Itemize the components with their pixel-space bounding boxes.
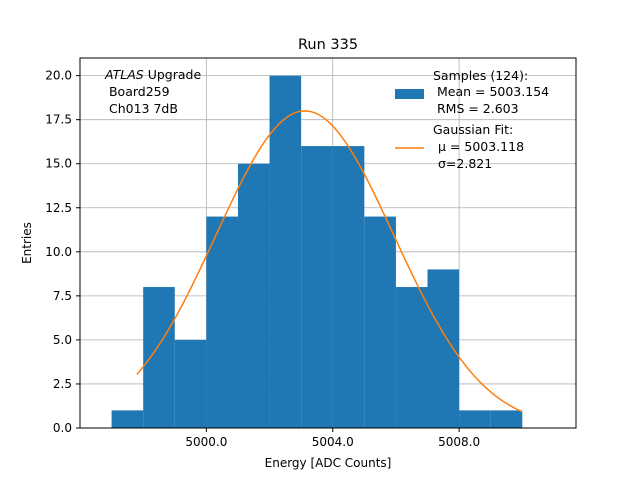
y-axis-ticks: 0.0 2.5 5.0 7.5 10.0 12.5 15.0 17.5 20.0 [45, 69, 80, 435]
y-axis-label: Entries [20, 222, 34, 264]
y-tick-label: 20.0 [45, 69, 72, 83]
legend-fit-title: Gaussian Fit: [433, 122, 513, 137]
y-tick-label: 2.5 [53, 377, 72, 391]
x-tick-label: 5008.0 [438, 435, 480, 449]
histogram-bar [364, 216, 396, 428]
y-tick-label: 17.5 [45, 113, 72, 127]
histogram-bar [206, 216, 238, 428]
histogram-bar [490, 410, 523, 428]
annotation-atlas: ATLAS [104, 67, 144, 82]
gaussian-fit-curve [136, 110, 523, 413]
y-tick-label: 10.0 [45, 245, 72, 259]
histogram-bar [237, 163, 270, 428]
x-axis-ticks: 5000.0 5004.0 5008.0 [185, 428, 480, 449]
histogram-bar [459, 410, 491, 428]
plot-frame [79, 57, 577, 429]
annotation-upgrade: Upgrade [144, 67, 202, 82]
legend-fit-mu: μ = 5003.118 [438, 139, 524, 154]
histogram-bar [332, 146, 365, 428]
y-tick-label: 0.0 [53, 421, 72, 435]
legend-samples-swatch [395, 89, 424, 99]
legend-samples-title: Samples (124): [433, 68, 528, 83]
annotation-line-2: Board259 [105, 84, 170, 99]
y-tick-label: 5.0 [53, 333, 72, 347]
histogram-bar [427, 269, 460, 428]
histogram-bar [111, 410, 144, 428]
histogram-bars [111, 75, 523, 428]
atlas-annotation: ATLAS Upgrade Board259 Ch013 7dB [104, 67, 201, 116]
legend-fit-sigma: σ=2.821 [438, 156, 492, 171]
annotation-line-3: Ch013 7dB [105, 101, 178, 116]
histogram-bar [395, 287, 428, 428]
y-tick-label: 15.0 [45, 157, 72, 171]
x-axis-label: Energy [ADC Counts] [265, 456, 392, 470]
histogram-bar [174, 339, 207, 428]
histogram-bar [143, 287, 175, 428]
y-tick-label: 12.5 [45, 201, 72, 215]
x-tick-label: 5004.0 [312, 435, 354, 449]
x-tick-label: 5000.0 [185, 435, 227, 449]
legend-samples-rms: RMS = 2.603 [433, 101, 519, 116]
legend: Samples (124): Mean = 5003.154 RMS = 2.6… [395, 68, 549, 171]
chart-title: Run 335 [298, 37, 358, 53]
histogram-bar [269, 75, 302, 428]
histogram-bar [301, 146, 333, 428]
y-tick-label: 7.5 [53, 289, 72, 303]
legend-samples-mean: Mean = 5003.154 [433, 84, 549, 99]
annotation-line-1: ATLAS Upgrade [104, 67, 201, 82]
